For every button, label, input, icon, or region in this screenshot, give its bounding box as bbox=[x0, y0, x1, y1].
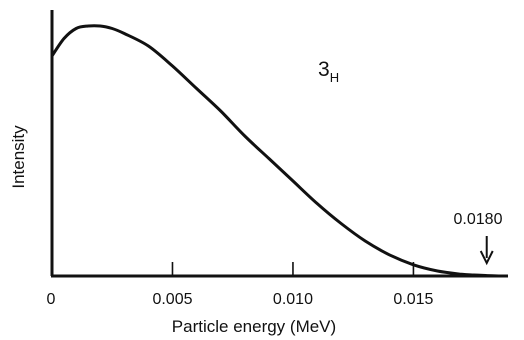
x-tick-label: 0.015 bbox=[393, 291, 433, 308]
endpoint-arrow-icon bbox=[481, 236, 493, 263]
x-tick-label: 0 bbox=[47, 291, 56, 308]
spectrum-curve-group bbox=[52, 26, 500, 276]
x-tick-marks bbox=[172, 262, 413, 276]
x-tick-labels: 0 0.005 0.010 0.015 bbox=[47, 291, 434, 308]
x-axis-label: Particle energy (MeV) bbox=[172, 317, 336, 336]
spectrum-curve bbox=[52, 26, 500, 276]
nuclide-mass-number: 3 bbox=[318, 58, 330, 81]
x-tick-label: 0.005 bbox=[152, 291, 192, 308]
x-tick-label: 0.010 bbox=[273, 291, 313, 308]
nuclide-symbol: H bbox=[330, 70, 339, 85]
y-axis-label: Intensity bbox=[9, 125, 28, 189]
endpoint-label: 0.0180 bbox=[454, 211, 503, 228]
nuclide-label: 3H bbox=[318, 58, 339, 85]
